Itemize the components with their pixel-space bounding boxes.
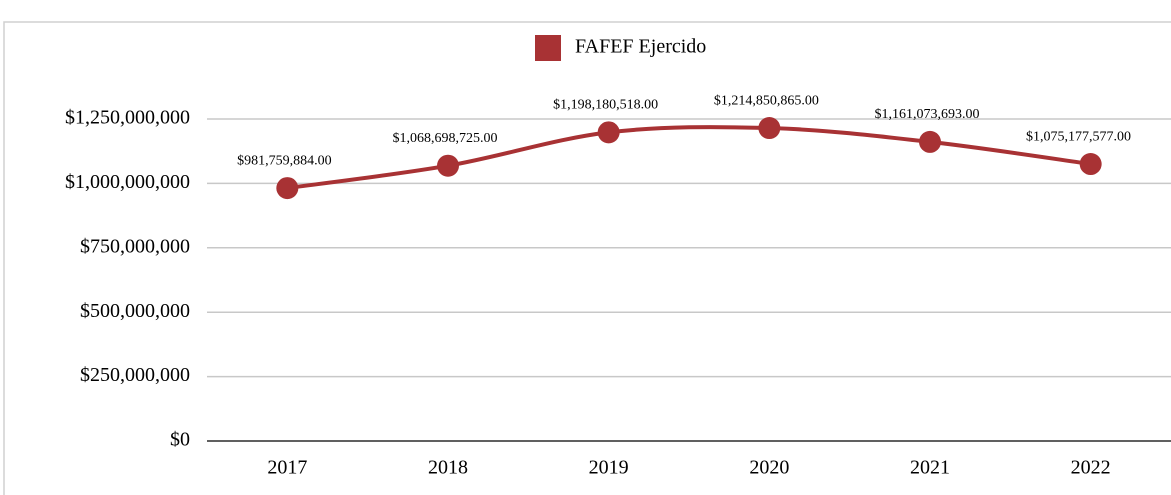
x-tick-label: 2017 [267, 457, 307, 479]
value-label: $1,198,180,518.00 [553, 98, 658, 113]
x-tick-label: 2020 [749, 457, 789, 479]
value-label: $1,075,177,577.00 [1026, 129, 1131, 144]
y-tick-label: $1,250,000,000 [65, 107, 190, 129]
value-label: $981,759,884.00 [237, 153, 332, 168]
legend-swatch [535, 35, 561, 61]
x-tick-label: 2022 [1071, 457, 1111, 479]
x-tick-label: 2019 [589, 457, 629, 479]
x-tick-label: 2021 [910, 457, 950, 479]
point [758, 117, 781, 140]
y-tick-label: $250,000,000 [80, 364, 190, 386]
chart-border [3, 21, 1171, 495]
point [919, 130, 941, 153]
value-label: $1,068,698,725.00 [393, 131, 498, 146]
legend-label: FAFEF Ejercido [575, 36, 706, 58]
point [437, 154, 459, 177]
x-tick-label: 2018 [428, 457, 468, 479]
y-tick-label: $0 [170, 429, 190, 451]
y-tick-label: $1,000,000,000 [65, 171, 190, 193]
line [287, 125, 1091, 191]
point [1079, 153, 1102, 176]
value-label: $1,214,850,865.00 [714, 93, 819, 108]
value-label: $1,161,073,693.00 [875, 107, 980, 122]
y-tick-label: $750,000,000 [80, 235, 190, 257]
point [597, 121, 620, 144]
y-tick-label: $500,000,000 [80, 300, 190, 322]
point [276, 177, 299, 200]
